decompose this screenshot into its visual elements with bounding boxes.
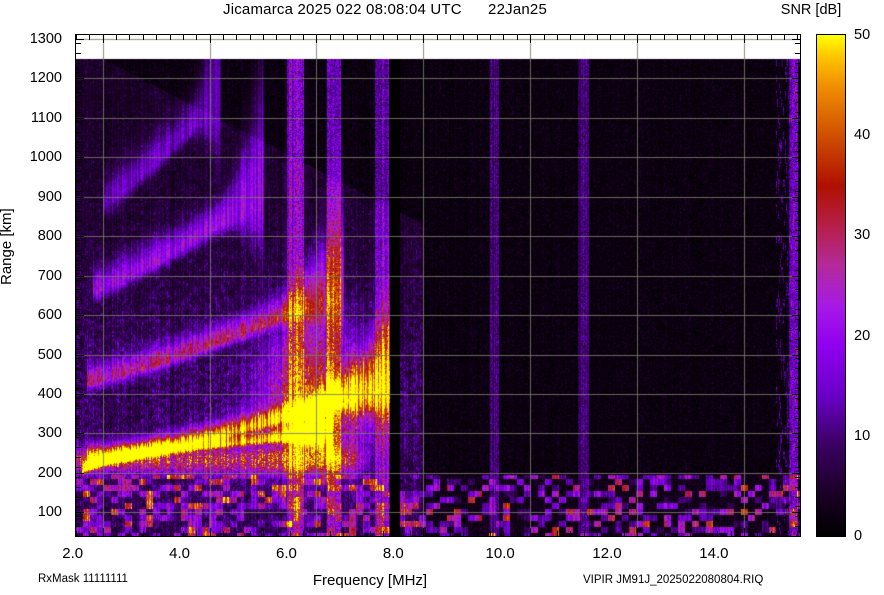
y-tick-label: 1300 [29, 30, 62, 47]
x-tick-label: 8.0 [382, 545, 404, 562]
source-file-label: VIPIR JM91J_2025022080804.RIQ [583, 574, 764, 586]
y-tick-label: 1200 [29, 70, 62, 87]
y-tick-label: 1000 [29, 149, 62, 166]
colorbar-tick-label: 50 [854, 27, 871, 43]
y-tick-label: 700 [37, 267, 62, 284]
colorbar-gradient [817, 35, 845, 536]
ionogram-heatmap-canvas[interactable] [76, 35, 800, 536]
colorbar-tick-label: 30 [854, 227, 871, 244]
x-tick-label: 4.0 [169, 545, 190, 562]
x-axis-title: Frequency [MHz] [312, 572, 428, 589]
y-tick-label: 1100 [30, 109, 62, 126]
y-tick-label: 400 [37, 385, 62, 402]
ionogram-plot-area[interactable] [75, 34, 801, 537]
y-tick-label: 300 [37, 425, 62, 442]
x-tick-label: 14.0 [699, 545, 729, 562]
y-tick-label: 200 [37, 464, 62, 481]
y-tick-label: 600 [37, 307, 62, 324]
x-tick-label: 10.0 [485, 545, 515, 562]
y-tick-label: 900 [37, 188, 62, 205]
colorbar-tick-label: 10 [854, 427, 871, 444]
x-tick-label: 6.0 [276, 545, 297, 562]
rxmask-label: RxMask 11111111 [38, 573, 128, 585]
colorbar-tick-label: 20 [854, 327, 871, 344]
x-tick-label: 12.0 [592, 545, 622, 562]
colorbar-title: SNR [dB] [780, 2, 842, 18]
colorbar-tick-label: 0 [854, 528, 863, 544]
page-title: Jicamarca 2025 022 08:08:04 UTC 22Jan25 [223, 1, 547, 18]
y-tick-label: 100 [37, 504, 62, 521]
x-tick-label: 2.0 [62, 545, 84, 562]
y-tick-label: 800 [37, 228, 62, 245]
y-axis-title: Range [km] [0, 208, 15, 285]
colorbar[interactable] [816, 34, 846, 537]
colorbar-tick-label: 40 [854, 127, 871, 144]
y-tick-label: 500 [37, 346, 62, 363]
